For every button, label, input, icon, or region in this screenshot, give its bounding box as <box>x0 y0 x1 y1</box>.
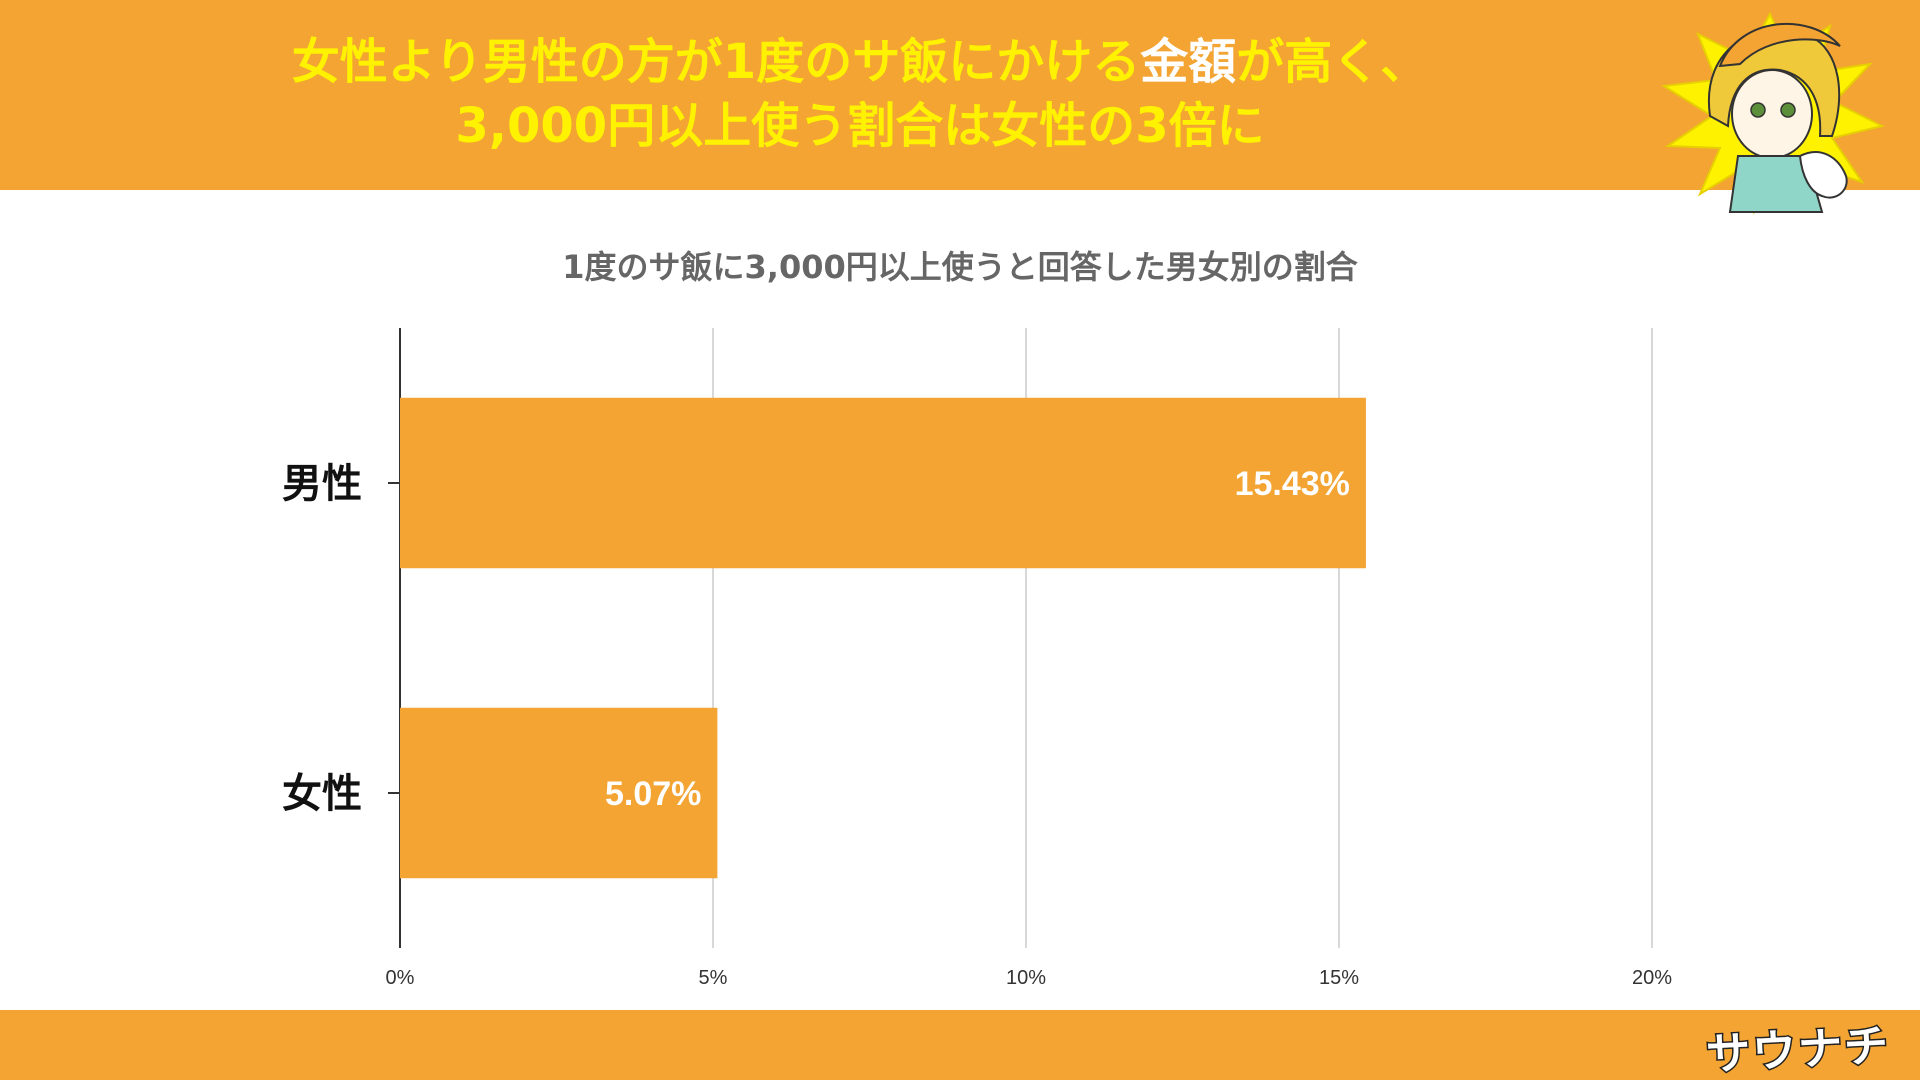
brand-logo: サウナチ <box>1704 1019 1893 1083</box>
x-tick-label: 20% <box>1632 967 1672 989</box>
chart-title: 1度のサ飯に3,000円以上使うと回答した男女別の割合 <box>562 248 1358 286</box>
x-tick-label: 15% <box>1319 967 1359 989</box>
bar <box>400 397 1366 569</box>
pointing-hand <box>1798 151 1848 199</box>
headline-line2: 3,000円以上使う割合は女性の3倍に <box>455 98 1265 154</box>
headline-line1-part2: が高く、 <box>1236 34 1429 90</box>
page-headline: 女性より男性の方が1度のサ飯にかける金額が高く、 3,000円以上使う割合は女性… <box>150 30 1570 158</box>
x-tick-label: 5% <box>699 967 728 989</box>
eye-right <box>1780 102 1796 118</box>
body-shape <box>1728 155 1824 213</box>
data-label: 5.07% <box>605 775 701 813</box>
bar <box>400 707 718 879</box>
eye-left <box>1750 102 1766 118</box>
headline-line1-highlight: 金額 <box>1140 34 1237 90</box>
category-label: 男性 <box>282 461 362 507</box>
hood-shape <box>1718 22 1841 68</box>
footer-banner <box>0 1010 1920 1080</box>
x-tick-label: 10% <box>1006 967 1046 989</box>
bar-chart: 0% 5% 10% 15% 20% 男性 15.43% 女性 5.07% <box>282 328 1672 989</box>
category-label: 女性 <box>282 771 362 817</box>
x-tick-label: 0% <box>386 967 415 989</box>
mascot-illustration <box>1661 11 1885 215</box>
data-label: 15.43% <box>1235 465 1350 503</box>
headline-line1-part1: 女性より男性の方が1度のサ飯にかける <box>291 34 1141 90</box>
header-banner <box>0 0 1920 190</box>
